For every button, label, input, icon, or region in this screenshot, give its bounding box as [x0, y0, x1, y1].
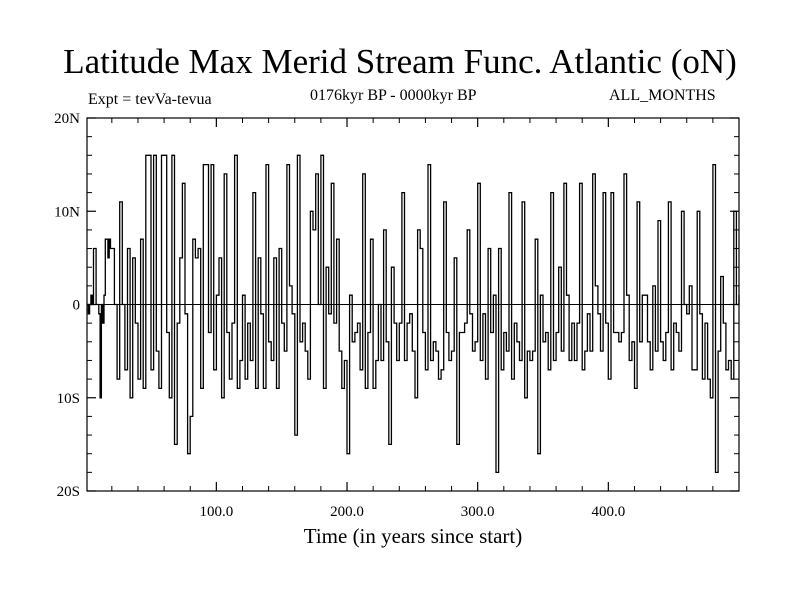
x-axis-label: Time (in years since start)	[303, 524, 523, 548]
y-tick-label: 10N	[54, 204, 80, 220]
y-tick-label: 20N	[54, 111, 80, 127]
y-tick-label: 10S	[57, 391, 80, 407]
time-period-label: 0176kyr BP - 0000kyr BP	[310, 87, 477, 104]
data-series-line-0	[87, 154, 740, 474]
chart-title: Latitude Max Merid Stream Func. Atlantic…	[63, 42, 737, 81]
x-tick-label: 100.0	[199, 504, 233, 520]
x-tick-label: 400.0	[591, 504, 625, 520]
x-tick-label: 300.0	[461, 504, 495, 520]
x-tick-label: 200.0	[330, 504, 364, 520]
experiment-label: Expt = tevVa-tevua	[88, 91, 212, 108]
months-label: ALL_MONTHS	[609, 87, 716, 104]
y-tick-label: 20S	[57, 484, 80, 500]
y-tick-label: 0	[73, 298, 81, 314]
